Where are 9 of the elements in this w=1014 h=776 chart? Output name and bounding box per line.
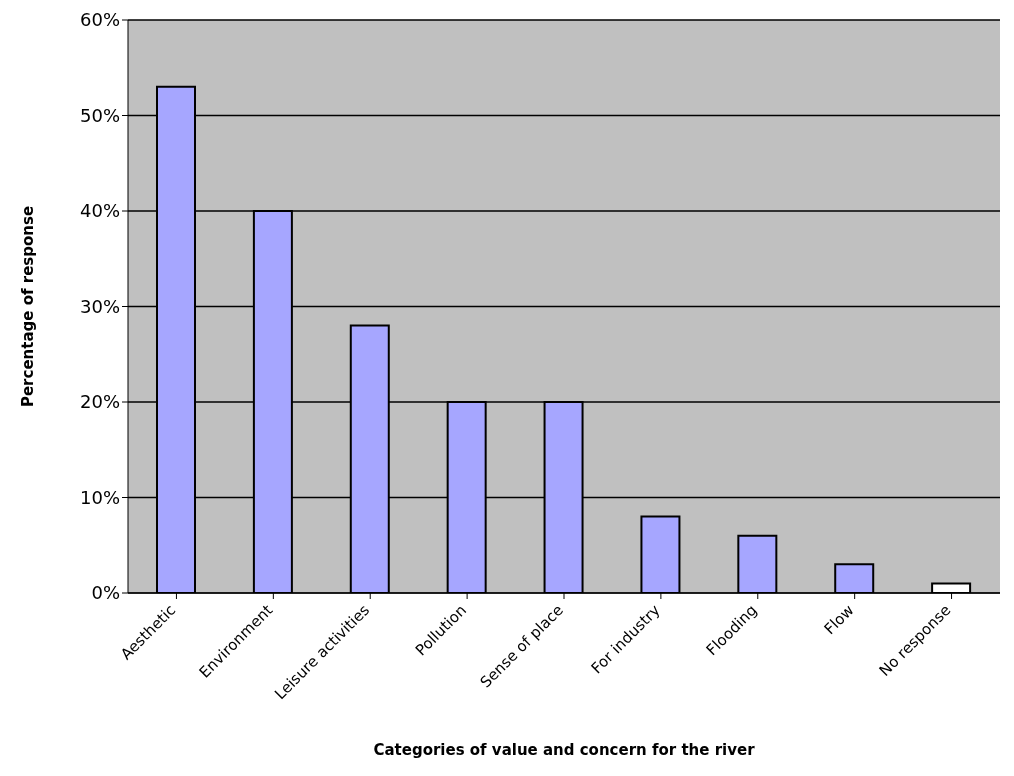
y-tick-label: 10%: [79, 486, 120, 508]
y-tick-label: 30%: [79, 295, 120, 317]
y-tick-label: 20%: [79, 391, 120, 413]
y-axis-title: Percentage of response: [19, 205, 38, 408]
y-tick-label: 0%: [91, 582, 120, 604]
x-axis-title: Categories of value and concern for the river: [373, 741, 756, 759]
y-tick-label: 40%: [79, 200, 120, 222]
y-tick-label: 50%: [79, 104, 120, 126]
y-tick-label: 60%: [79, 9, 120, 31]
